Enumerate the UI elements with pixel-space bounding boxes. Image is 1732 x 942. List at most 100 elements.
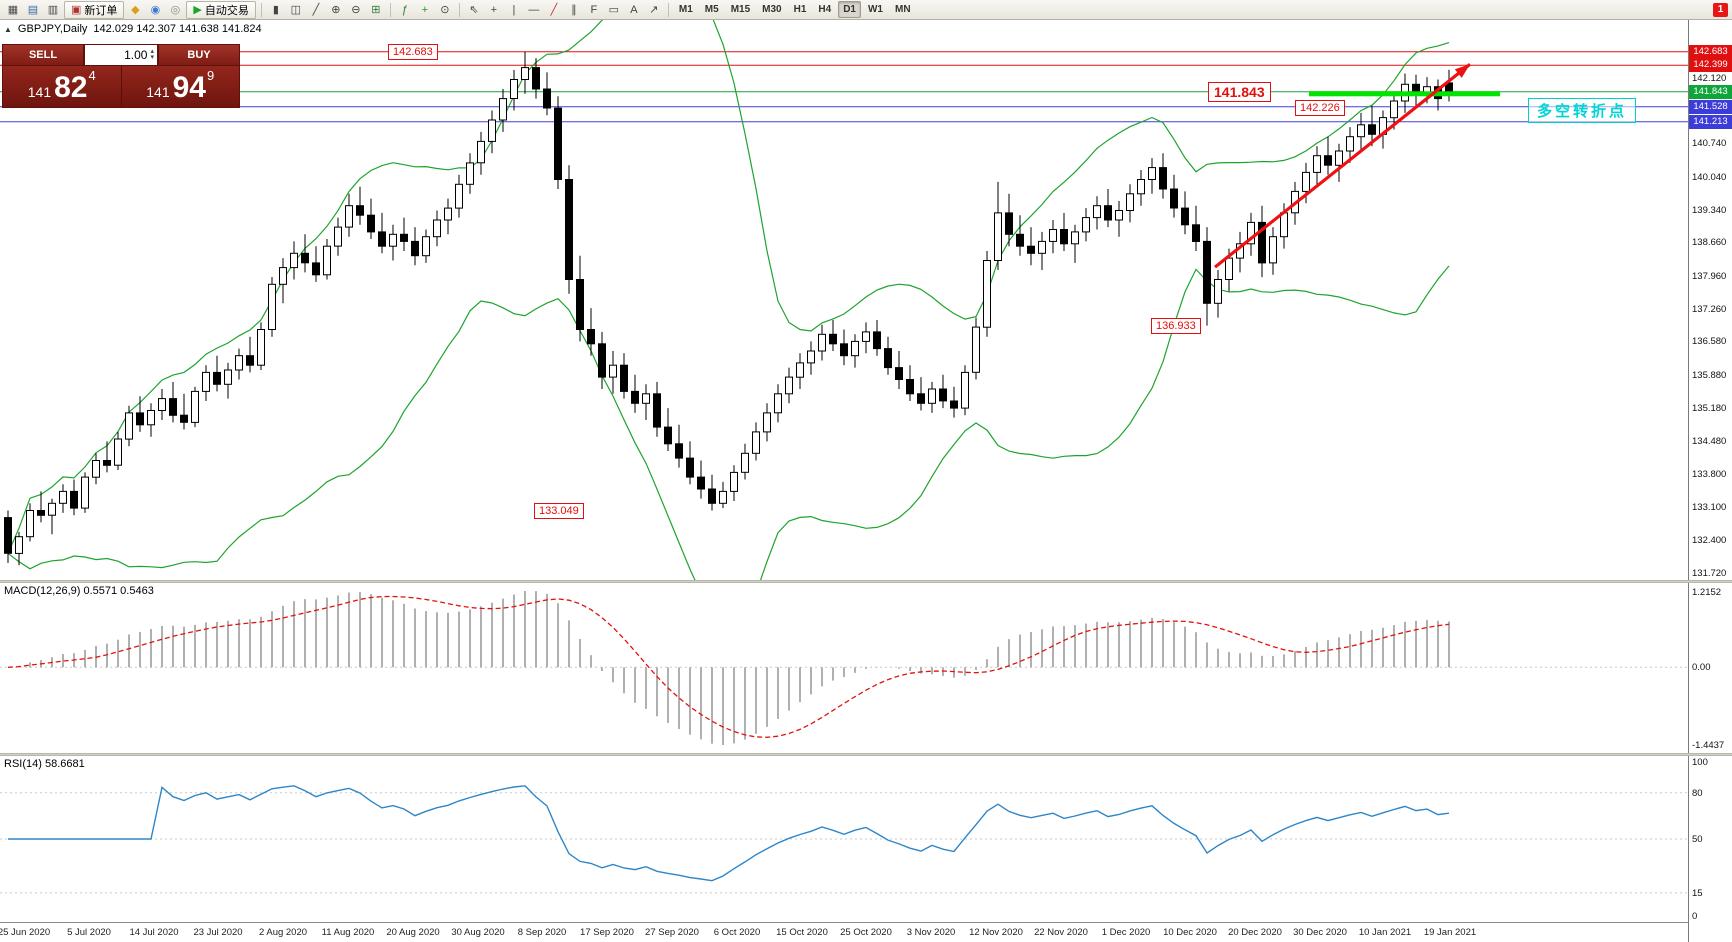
autotrade-button-icon: ▶ [193, 4, 202, 16]
vertical-line-icon[interactable]: | [512, 3, 516, 16]
toolbar-separator [458, 2, 460, 17]
axis-scale-label: 50 [1692, 834, 1703, 845]
candlestick-chart[interactable] [0, 20, 1688, 580]
new-chart-icon[interactable]: ▦ [7, 4, 19, 16]
date-axis-label: 11 Aug 2020 [321, 927, 375, 938]
buy-button[interactable]: BUY [158, 44, 240, 66]
cycles-icon[interactable]: ⊙ [440, 4, 450, 16]
buy-price-display[interactable]: 141 94 9 [120, 66, 240, 107]
date-axis-label: 8 Sep 2020 [517, 927, 567, 938]
bar-chart-mode-icon[interactable]: ▮ [272, 4, 279, 16]
market-watch-icon[interactable]: ▥ [47, 4, 59, 16]
main-chart-panel[interactable]: ▲ GBPJPY,Daily 142.029 142.307 141.638 1… [0, 20, 1688, 580]
volume-spinner[interactable]: ▴ ▾ [150, 48, 154, 61]
line-chart-mode-icon[interactable]: ╱ [312, 4, 320, 16]
timeframe-w1[interactable]: W1 [867, 4, 883, 15]
chart-price-label[interactable]: 136.933 [1151, 318, 1201, 334]
chart-price-label[interactable]: 142.683 [388, 44, 438, 60]
panel-splitter[interactable] [0, 753, 1732, 756]
chart-price-label[interactable]: 141.843 [1208, 82, 1271, 102]
rsi-panel[interactable]: RSI(14) 58.6681 [0, 756, 1688, 922]
date-axis-label: 20 Dec 2020 [1228, 927, 1282, 938]
turning-point-label[interactable]: 多空转折点 [1528, 98, 1637, 123]
date-axis-label: 30 Aug 2020 [451, 927, 505, 938]
new-order-button[interactable]: ▣ 新订单 [64, 0, 125, 19]
timeframe-m15[interactable]: M15 [730, 4, 751, 15]
spinner-up-icon[interactable]: ▴ [150, 48, 154, 55]
rsi-indicator-label: RSI(14) 58.6681 [4, 758, 85, 770]
add-indicator-icon[interactable]: + [421, 3, 429, 16]
collapse-icon[interactable]: ▲ [4, 24, 12, 34]
price-axis-badge: 142.399 [1689, 58, 1732, 72]
trendline-icon[interactable]: ╱ [550, 4, 558, 16]
date-axis[interactable]: 25 Jun 2020 5 Jul 2020 14 Jul 2020 23 Jul 2… [0, 922, 1688, 942]
shapes-icon[interactable]: ▭ [608, 4, 620, 16]
axis-scale-label: 137.260 [1692, 304, 1727, 315]
buy-price-big-figure: 141 [146, 84, 170, 100]
axis-scale-label: 80 [1692, 788, 1703, 799]
timeframe-m30[interactable]: M30 [762, 4, 782, 15]
metaeditor-icon[interactable]: ◎ [170, 4, 181, 16]
panel-splitter[interactable] [0, 580, 1732, 583]
timeframe-m1[interactable]: M1 [678, 4, 693, 15]
quote-ohlc-values: 142.029 142.307 141.638 141.824 [93, 23, 262, 35]
axis-scale-label: -1.4437 [1692, 740, 1725, 751]
date-axis-label: 14 Jul 2020 [129, 927, 179, 938]
date-axis-label: 12 Nov 2020 [969, 927, 1023, 938]
date-axis-label: 22 Nov 2020 [1034, 927, 1088, 938]
volume-value: 1.00 [124, 48, 148, 62]
sell-price-pips: 82 [54, 71, 88, 104]
axis-scale-label: 0 [1692, 911, 1698, 922]
profiles-icon[interactable]: ▤ [27, 4, 39, 16]
history-center-icon[interactable]: ◆ [131, 4, 140, 16]
date-axis-label: 25 Oct 2020 [840, 927, 892, 938]
arrows-icon[interactable]: ↗ [649, 4, 659, 16]
date-axis-label: 3 Nov 2020 [906, 927, 956, 938]
date-axis-label: 6 Oct 2020 [713, 927, 761, 938]
notification-badge[interactable]: 1 [1713, 2, 1728, 17]
autotrade-button-label: 自动交易 [204, 4, 249, 17]
fibonacci-icon[interactable]: F [590, 3, 598, 16]
axis-scale-label: 135.180 [1692, 403, 1727, 414]
timeframe-h1[interactable]: H1 [793, 4, 807, 15]
one-click-trading-panel: SELL 1.00 ▴ ▾ BUY 141 82 4 141 [2, 44, 240, 108]
axis-scale-label: 135.880 [1692, 370, 1727, 381]
price-axis[interactable]: 142.120 140.740 140.040 139.340 138.660 137.9… [1688, 20, 1732, 942]
axis-scale-label: 133.800 [1692, 469, 1727, 480]
crosshair-icon[interactable]: + [490, 3, 498, 16]
candlestick-mode-icon[interactable]: ◫ [290, 4, 302, 16]
toolbar: ▦ ▤ ▥ ▣ 新订单 ◆ ◉ ◎ ▶ 自动交易 ▮ ◫ ╱ ⊕ ⊖ ⊞ ƒ + ⊙ ⇖ + | — ╱ ∥ F ▭ A ↗ M1 M5 M1… [0, 0, 1732, 20]
tile-windows-icon[interactable]: ⊞ [371, 4, 381, 16]
timeframe-d1[interactable]: D1 [838, 1, 861, 18]
chart-price-label[interactable]: 133.049 [534, 503, 584, 519]
date-axis-label: 1 Dec 2020 [1101, 927, 1151, 938]
date-axis-label: 17 Sep 2020 [580, 927, 634, 938]
volume-field[interactable]: 1.00 ▴ ▾ [84, 44, 158, 66]
text-icon[interactable]: A [630, 3, 638, 16]
autotrade-button[interactable]: ▶ 自动交易 [186, 0, 256, 19]
timeframe-m5[interactable]: M5 [704, 4, 719, 15]
zoom-in-icon[interactable]: ⊕ [331, 4, 341, 16]
axis-scale-label: 138.660 [1692, 237, 1727, 248]
sell-button[interactable]: SELL [2, 44, 84, 66]
timeframe-h4[interactable]: H4 [818, 4, 832, 15]
axis-scale-label: 140.740 [1692, 138, 1727, 149]
spinner-down-icon[interactable]: ▾ [150, 54, 154, 61]
axis-scale-label: 134.480 [1692, 436, 1727, 447]
buy-price-pips: 94 [172, 71, 206, 104]
sell-price-pipette: 4 [88, 68, 96, 83]
horizontal-line-icon[interactable]: — [528, 3, 540, 16]
date-axis-label: 2 Aug 2020 [258, 927, 308, 938]
price-axis-badge: 142.683 [1689, 45, 1732, 59]
channel-icon[interactable]: ∥ [571, 4, 577, 16]
cursor-icon[interactable]: ⇖ [469, 4, 479, 16]
chart-price-label[interactable]: 142.226 [1295, 100, 1345, 116]
macd-panel[interactable]: MACD(12,26,9) 0.5571 0.5463 [0, 583, 1688, 753]
zoom-out-icon[interactable]: ⊖ [351, 4, 361, 16]
indicators-icon[interactable]: ƒ [401, 3, 408, 16]
metaquotes-icon[interactable]: ◉ [150, 4, 161, 16]
sell-price-display[interactable]: 141 82 4 [3, 66, 121, 107]
timeframe-mn[interactable]: MN [894, 4, 911, 15]
date-axis-label: 25 Jun 2020 [0, 927, 51, 938]
